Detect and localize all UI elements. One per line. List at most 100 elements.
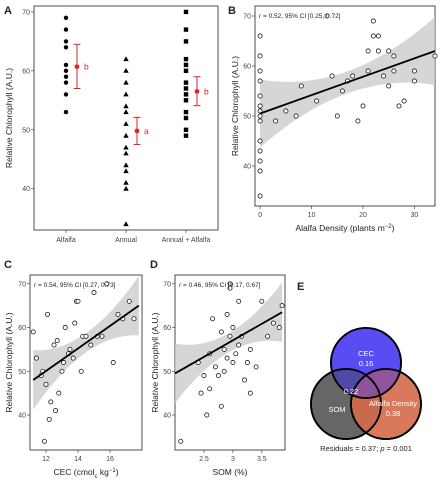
mean-point bbox=[194, 89, 200, 94]
data-point bbox=[391, 68, 397, 74]
data-point-annual bbox=[123, 185, 129, 191]
data-point bbox=[78, 368, 84, 374]
x-tick-label: Annual + Alfalfa bbox=[162, 237, 211, 244]
data-point bbox=[198, 390, 204, 396]
data-point bbox=[30, 329, 36, 335]
data-point-annual bbox=[123, 103, 129, 109]
data-point-annual-alfalfa bbox=[183, 86, 189, 91]
correlation-annotation: r = 0.52, 95% CI [0.25, 0.72] bbox=[259, 13, 341, 20]
data-point bbox=[265, 333, 271, 339]
mean-point bbox=[134, 128, 140, 134]
data-point-annual bbox=[123, 162, 129, 168]
regression-line bbox=[259, 50, 436, 115]
venn-outline-alfalfa bbox=[350, 368, 422, 440]
data-point bbox=[360, 103, 366, 109]
data-point-annual bbox=[123, 150, 129, 156]
venn-label-alfalfa: Alfalfa Density bbox=[369, 399, 417, 408]
data-point bbox=[329, 73, 335, 79]
data-point bbox=[257, 103, 263, 109]
data-point bbox=[99, 333, 105, 339]
data-point-annual-alfalfa bbox=[183, 98, 189, 103]
data-point bbox=[70, 355, 76, 361]
data-point bbox=[56, 390, 62, 396]
data-point bbox=[257, 193, 263, 199]
y-tick-label: 70 bbox=[18, 281, 26, 288]
data-point bbox=[257, 138, 263, 144]
significance-letter: b bbox=[84, 62, 89, 72]
data-point bbox=[236, 342, 242, 348]
data-point bbox=[257, 148, 263, 154]
data-point-annual-alfalfa bbox=[183, 115, 189, 121]
data-point bbox=[276, 325, 282, 330]
x-axis-title: CEC (cmolc kg−1) bbox=[53, 467, 118, 480]
data-point bbox=[257, 33, 263, 39]
data-point bbox=[375, 33, 381, 39]
data-point bbox=[178, 438, 184, 444]
data-point bbox=[224, 355, 230, 361]
panel-b-scatter: 0 10 20 30 40 50 60 70 r = 0.52, 95% CI [0.25, 0… bbox=[230, 5, 438, 233]
y-tick-label: 40 bbox=[243, 164, 251, 171]
data-point bbox=[381, 73, 387, 79]
data-point bbox=[41, 438, 47, 444]
data-point-annual-alfalfa bbox=[183, 27, 189, 32]
correlation-annotation: r = 0.54, 95% CI [0.27, 0.73] bbox=[34, 282, 116, 289]
significance-letter: a bbox=[144, 126, 149, 136]
x-tick-label: 0 bbox=[258, 212, 262, 219]
data-point bbox=[233, 351, 239, 357]
significance-letter: b bbox=[204, 86, 209, 96]
x-tick-label: 12 bbox=[42, 456, 50, 463]
data-point bbox=[61, 360, 67, 365]
data-point bbox=[432, 53, 438, 59]
data-point bbox=[53, 408, 59, 414]
y-tick-label: 60 bbox=[243, 64, 251, 71]
data-point bbox=[257, 118, 263, 124]
venn-value-overlap: 0.22 bbox=[344, 387, 359, 396]
data-point bbox=[370, 33, 376, 39]
data-point-annual-alfalfa bbox=[183, 56, 189, 62]
data-point bbox=[257, 68, 263, 74]
panel-e-venn: CEC 0.16 0.22 SOM Alfalfa Density 0.38 R… bbox=[310, 327, 422, 453]
data-point bbox=[48, 399, 54, 405]
y-tick-label: 40 bbox=[163, 413, 171, 420]
data-point bbox=[91, 290, 97, 295]
x-tick-label: 30 bbox=[411, 212, 419, 219]
x-axis-title: SOM (%) bbox=[213, 467, 248, 477]
data-point bbox=[355, 118, 361, 124]
data-point-annual-alfalfa bbox=[183, 39, 189, 44]
x-tick-label: 16 bbox=[106, 456, 114, 463]
data-point bbox=[131, 316, 137, 322]
data-point bbox=[215, 373, 221, 379]
data-point-annual bbox=[123, 168, 129, 174]
data-point bbox=[213, 364, 218, 370]
data-point bbox=[257, 113, 263, 119]
data-point bbox=[365, 68, 371, 74]
y-tick-label: 50 bbox=[22, 127, 30, 134]
x-tick-label: 14 bbox=[74, 456, 82, 463]
panel-d-scatter: 2.5 3 3.5 40 50 60 70 r = 0.46, 95% CI [0.17, 0… bbox=[150, 274, 286, 477]
data-point-annual bbox=[123, 221, 129, 227]
y-tick-label: 40 bbox=[18, 413, 26, 420]
panel-label-c: C bbox=[4, 259, 12, 271]
data-point bbox=[279, 303, 285, 309]
data-point-alfalfa bbox=[63, 68, 69, 74]
data-point bbox=[365, 48, 371, 54]
data-point bbox=[51, 342, 57, 348]
data-point bbox=[375, 48, 381, 54]
data-point bbox=[247, 346, 253, 352]
y-tick-label: 70 bbox=[243, 14, 251, 21]
data-point bbox=[75, 298, 81, 304]
data-point-annual bbox=[123, 121, 129, 126]
data-point bbox=[46, 416, 52, 422]
data-point-annual-alfalfa bbox=[183, 109, 189, 115]
data-point bbox=[334, 113, 340, 119]
data-point-annual bbox=[123, 68, 129, 73]
data-point bbox=[45, 311, 51, 317]
y-tick-label: 50 bbox=[18, 369, 26, 376]
plot-area-border bbox=[33, 5, 219, 231]
data-point bbox=[224, 311, 230, 317]
data-point-annual bbox=[123, 109, 129, 115]
data-point bbox=[298, 83, 304, 89]
data-point bbox=[67, 346, 73, 352]
data-point bbox=[324, 13, 330, 19]
